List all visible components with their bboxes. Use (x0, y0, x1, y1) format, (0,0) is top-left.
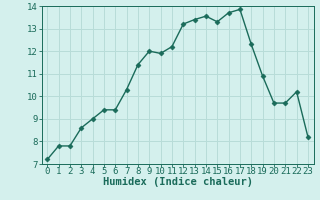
X-axis label: Humidex (Indice chaleur): Humidex (Indice chaleur) (103, 177, 252, 187)
